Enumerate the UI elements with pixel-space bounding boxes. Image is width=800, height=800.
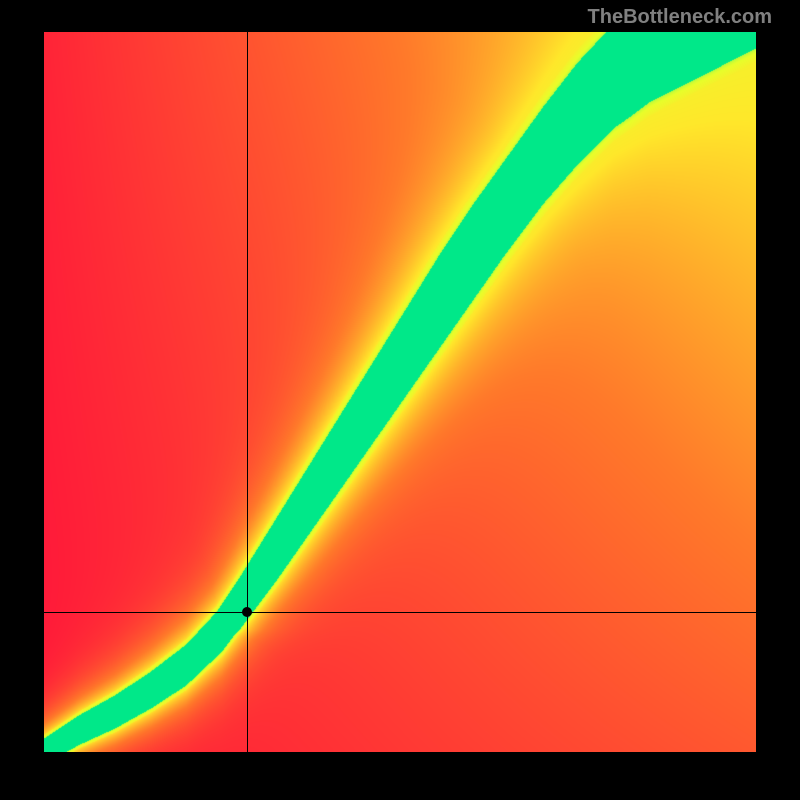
heatmap-canvas bbox=[44, 32, 756, 752]
heatmap-plot bbox=[44, 32, 756, 752]
crosshair-vertical bbox=[247, 32, 248, 752]
crosshair-horizontal bbox=[44, 612, 756, 613]
crosshair-marker bbox=[242, 607, 252, 617]
watermark-text: TheBottleneck.com bbox=[588, 6, 772, 29]
